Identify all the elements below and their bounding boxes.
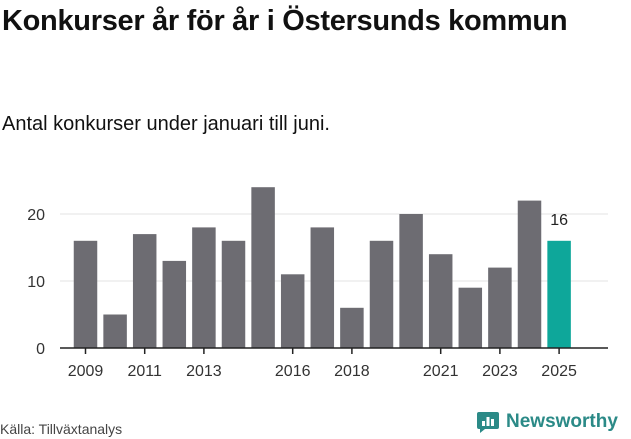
y-tick-label: 20 [27, 207, 45, 224]
x-tick-label: 2025 [541, 363, 577, 380]
bar-2011 [132, 234, 157, 348]
bar-2024 [517, 200, 542, 348]
bar-2022 [458, 287, 483, 348]
x-axis [60, 347, 608, 354]
bar-2016 [280, 274, 305, 348]
data-labels: 16 [550, 212, 568, 229]
brand-name: Newsworthy [506, 411, 618, 432]
x-tick-label: 2016 [275, 363, 311, 380]
chart-subtitle: Antal konkurser under januari till juni. [2, 113, 330, 135]
bar-2018 [340, 307, 364, 348]
x-tick-label: 2013 [186, 363, 222, 380]
y-axis-labels: 0 10 20 [27, 207, 45, 358]
bar-2013 [192, 227, 216, 348]
x-tick-label: 2021 [423, 363, 459, 380]
bar-2014 [221, 240, 246, 348]
bar-2009 [73, 240, 98, 348]
x-tick-label: 2023 [482, 363, 518, 380]
y-tick-label: 0 [36, 341, 45, 358]
bar-2015 [251, 187, 275, 348]
x-tick-label: 2018 [334, 363, 370, 380]
bar-2025 [547, 240, 571, 348]
x-tick-label: 2011 [127, 363, 162, 380]
brand-logo: Newsworthy [476, 410, 618, 434]
source-note: Källa: Tillväxtanalys [0, 421, 123, 437]
y-tick-label: 10 [27, 274, 45, 291]
newsworthy-logo-icon [477, 412, 499, 433]
bar-2019 [369, 240, 394, 348]
bar-2021 [428, 254, 453, 348]
bar-2010 [103, 314, 127, 348]
x-axis-labels: 2009 2011 2013 2016 2018 2021 2023 2025 [68, 363, 577, 380]
bar-2023 [488, 267, 512, 348]
data-label-2025: 16 [550, 212, 568, 229]
bar-2020 [399, 214, 423, 348]
bar-2017 [310, 227, 335, 348]
bars [73, 187, 571, 348]
x-tick-label: 2009 [68, 363, 104, 380]
chart-title: Konkurser år för år i Östersunds kommun [2, 5, 568, 37]
bar-2012 [162, 260, 187, 348]
